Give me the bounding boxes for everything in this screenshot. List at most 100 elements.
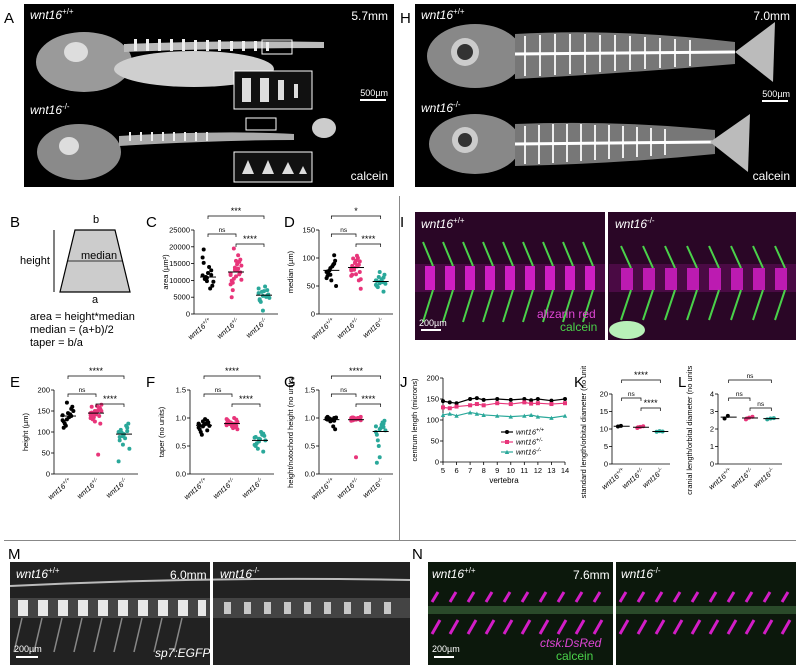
panel-h-image: wnt16+/+ 7.0mm 500µm wnt16-/- calcein xyxy=(415,4,796,187)
data-point xyxy=(495,401,500,406)
data-point xyxy=(474,396,479,401)
y-tick-label: 1.0 xyxy=(176,414,186,423)
panel-n-image: wnt16+/+ 7.6mm wnt16-/- ctsk:DsRed calce… xyxy=(428,562,796,665)
chart-l: 0 1 2 3 4 cranial length/orbital diameter (no… xyxy=(685,366,782,495)
y-axis-label: cranial length/orbital diameter (no unit… xyxy=(685,366,694,495)
y-axis-label: median (µm) xyxy=(286,250,295,293)
formula-area: area = height*median xyxy=(30,311,135,323)
data-point xyxy=(454,413,459,418)
y-tick-label: 100 xyxy=(37,428,50,437)
y-tick-label: 20000 xyxy=(169,242,190,251)
x-tick-label-text: wnt16+/+ xyxy=(182,476,210,501)
sig-label: **** xyxy=(89,366,104,376)
y-axis-label: height/notochord height (no units) xyxy=(286,376,295,488)
data-point xyxy=(235,262,240,267)
h-stain-label: calcein xyxy=(752,169,790,183)
formula-median: median = (a+b)/2 xyxy=(30,324,114,336)
h-size-label: 7.0mm xyxy=(753,9,790,23)
data-point xyxy=(235,427,240,432)
data-point xyxy=(208,286,213,291)
data-point xyxy=(563,401,567,406)
data-point xyxy=(117,435,122,440)
data-point xyxy=(380,420,385,425)
y-tick-label: 150 xyxy=(37,407,50,416)
trapezoid-diagram xyxy=(53,229,131,293)
vertebra-image-i xyxy=(415,212,796,340)
y-tick-label: 150 xyxy=(302,226,315,235)
data-point xyxy=(201,260,206,265)
y-tick-label: 100 xyxy=(302,254,315,263)
y-tick-label: 1.0 xyxy=(305,414,315,423)
sig-bracket xyxy=(640,407,661,411)
data-point xyxy=(230,288,235,293)
data-point xyxy=(331,262,336,267)
sig-label: **** xyxy=(644,398,659,408)
sig-bracket xyxy=(235,243,265,247)
x-tick-label: wnt16-/- xyxy=(240,477,263,500)
data-point xyxy=(357,259,362,264)
sig-label: ns xyxy=(79,387,87,394)
h-scale-label: 500µm xyxy=(762,89,790,99)
data-point xyxy=(549,415,554,420)
series-line xyxy=(442,411,566,419)
data-point xyxy=(239,277,244,282)
data-point xyxy=(333,258,338,263)
a-size-label: 5.7mm xyxy=(351,9,388,23)
chart-j: 0 50 100 150 200 5 6 7 8 9 10 11 12 13 14 vertebra centr… xyxy=(410,374,569,486)
legend-label: wnt16+/- xyxy=(516,438,543,447)
data-point xyxy=(331,424,336,429)
y-tick-label: 0.5 xyxy=(305,442,315,451)
data-point xyxy=(351,256,356,261)
a-scale-bar xyxy=(360,99,386,101)
data-point xyxy=(98,421,103,426)
sig-bracket xyxy=(207,233,237,237)
data-point xyxy=(235,419,240,424)
x-tick-label-text: wnt16-/- xyxy=(361,477,386,500)
sig-label: *** xyxy=(231,206,242,216)
data-point xyxy=(232,416,237,420)
chart-e: 0 50 100 150 200 height (µm) wnt16+/+ wnt16+/- w… xyxy=(21,366,138,502)
data-point xyxy=(232,267,237,272)
data-point xyxy=(468,403,473,408)
y-tick-label: 3 xyxy=(710,407,714,416)
data-point xyxy=(373,282,378,287)
data-point xyxy=(231,276,236,281)
x-tick-label: 14 xyxy=(561,466,569,475)
data-point xyxy=(206,271,210,276)
sig-label: ns xyxy=(628,391,636,398)
h-bottom-genotype: wnt16-/- xyxy=(421,100,461,115)
y-tick-label: 10000 xyxy=(169,276,190,285)
y-tick-label: 0.0 xyxy=(305,470,315,479)
sig-label: **** xyxy=(225,366,240,376)
y-axis-label: taper (no units) xyxy=(157,406,166,457)
data-point xyxy=(60,418,65,423)
data-point xyxy=(200,255,205,260)
x-tick-label-text: wnt16-/- xyxy=(361,317,386,340)
x-tick-label: wnt16+/+ xyxy=(182,476,210,501)
data-point xyxy=(199,432,204,437)
sig-bracket xyxy=(355,403,382,407)
data-point xyxy=(508,414,513,419)
y-tick-label: 15000 xyxy=(169,259,190,268)
x-tick-label: wnt16+/+ xyxy=(46,476,72,501)
data-point xyxy=(355,263,360,268)
data-point xyxy=(535,397,540,401)
data-point xyxy=(255,446,260,451)
data-point xyxy=(447,406,452,411)
y-tick-label: 25000 xyxy=(169,226,190,235)
chart-g: 0.0 0.5 1.0 1.5 height/notochord height (no … xyxy=(286,366,393,502)
data-point xyxy=(332,253,337,258)
data-point xyxy=(522,413,527,418)
sig-bracket xyxy=(330,215,382,219)
data-point xyxy=(239,263,244,268)
data-point xyxy=(508,397,513,402)
data-point xyxy=(236,253,241,258)
x-tick-label: wnt16+/+ xyxy=(707,466,733,491)
sig-label: **** xyxy=(243,234,258,244)
data-point xyxy=(374,460,379,465)
data-point xyxy=(508,402,513,407)
data-point xyxy=(529,401,534,406)
data-point xyxy=(454,401,459,406)
i-scale-bar xyxy=(421,329,441,331)
vertebra-image-m xyxy=(10,562,410,665)
